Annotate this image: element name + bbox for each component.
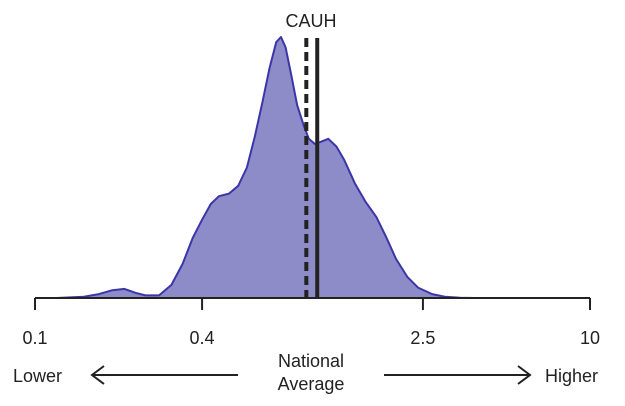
x-tick-label: 0.1 bbox=[22, 328, 47, 348]
lower-label: Lower bbox=[13, 366, 62, 386]
left-arrow-icon bbox=[90, 365, 238, 385]
national-average-line1: National bbox=[278, 351, 344, 371]
plot-area bbox=[56, 36, 475, 299]
chart-title: CAUH bbox=[285, 11, 336, 31]
x-tick-label: 10 bbox=[580, 328, 600, 348]
right-arrow-icon bbox=[384, 365, 532, 385]
higher-label: Higher bbox=[545, 366, 598, 386]
x-tick-label: 2.5 bbox=[410, 328, 435, 348]
density-area bbox=[56, 36, 475, 299]
national-average-line2: Average bbox=[278, 374, 345, 394]
x-tick-label: 0.4 bbox=[190, 328, 215, 348]
x-axis-ticks: 0.1 0.4 2.5 10 bbox=[22, 298, 600, 348]
